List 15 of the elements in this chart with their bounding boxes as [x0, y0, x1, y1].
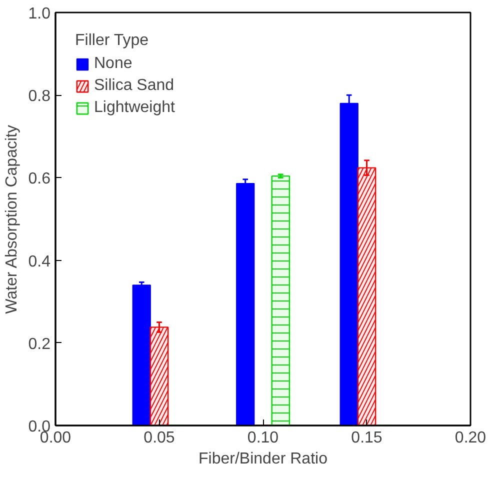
y-axis-title: Water Absorption Capacity: [3, 125, 20, 314]
y-tick-label: 0.6: [28, 170, 51, 188]
y-tick-label: 1.0: [28, 6, 51, 22]
x-axis-title: Fiber/Binder Ratio: [198, 450, 328, 468]
legend-label: Lightweight: [94, 99, 175, 117]
legend-label: None: [94, 55, 132, 73]
y-tick-label: 0.4: [28, 253, 51, 270]
legend-title: Filler Type: [75, 32, 150, 50]
x-tick-label: 0.05: [144, 430, 175, 446]
y-tick-label: 0.8: [28, 88, 51, 106]
y-tick-label: 0.2: [28, 336, 51, 353]
legend-label: Silica Sand: [94, 77, 174, 95]
x-tick-label: 0.10: [247, 430, 279, 446]
x-tick-label: 0.15: [351, 430, 382, 446]
x-tick-label: 0.20: [454, 430, 486, 446]
